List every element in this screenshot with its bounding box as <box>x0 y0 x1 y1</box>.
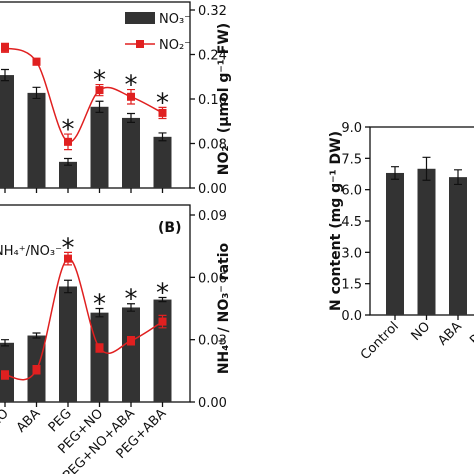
y-tick-label: 0.03 <box>198 334 227 349</box>
bar <box>90 106 109 188</box>
error-bar <box>454 169 462 186</box>
point <box>32 365 41 374</box>
annotation: * <box>62 115 75 145</box>
point <box>95 343 104 352</box>
y-tick-label: 3.0 <box>341 246 362 261</box>
x-tick-label: Control <box>358 319 402 363</box>
error-bar <box>127 303 135 312</box>
error-bar <box>95 307 104 318</box>
point <box>64 254 72 263</box>
error-bar <box>391 166 399 180</box>
y-tick-label: 0.08 <box>198 138 227 153</box>
y-axis-label: NO₂⁻ (μmol g⁻¹ FW) <box>216 23 232 175</box>
error-bar <box>127 112 135 123</box>
y-tick-label: 0.09 <box>198 209 227 224</box>
point <box>1 370 9 379</box>
x-tick-label: NO <box>409 319 434 344</box>
y-tick-label: 6.0 <box>341 184 362 199</box>
annotation: * <box>156 88 169 118</box>
error-bar <box>422 156 431 181</box>
bar <box>27 92 46 188</box>
y-tick-label: 0.00 <box>198 396 227 411</box>
legend-swatch <box>125 12 155 24</box>
bar <box>90 312 109 402</box>
y-tick-label: 7.5 <box>341 152 362 167</box>
y-tick-label: 0.16 <box>198 93 227 108</box>
y-tick-label: 9.0 <box>341 121 362 136</box>
point <box>95 86 104 95</box>
bar <box>122 307 140 402</box>
error-bar <box>158 296 167 303</box>
annotation: * <box>93 66 106 96</box>
y-tick-label: 0.06 <box>198 271 227 286</box>
error-bar <box>64 279 72 294</box>
annotation: * <box>62 233 75 263</box>
point <box>1 43 9 52</box>
bar <box>59 286 77 402</box>
annotation: * <box>156 278 169 308</box>
point <box>158 108 167 117</box>
point <box>127 336 135 345</box>
legend-label: NO₃⁻ <box>159 12 191 27</box>
y-axis-label: N content (mg g⁻¹ DW) <box>328 131 344 311</box>
legend-marker <box>136 40 144 48</box>
annotation: * <box>125 285 138 315</box>
annotation: * <box>125 71 138 101</box>
y-tick-label: 0.0 <box>341 309 362 324</box>
y-tick-label: 0.32 <box>198 4 227 19</box>
point <box>64 137 72 146</box>
bar <box>417 168 436 315</box>
annotation: * <box>93 290 106 320</box>
point <box>32 57 41 66</box>
error-bar <box>95 100 104 113</box>
y-tick-label: 4.5 <box>341 215 362 230</box>
point <box>158 317 167 326</box>
y-axis-label: NH₄⁺ / NO₃⁻ ratio <box>216 242 232 374</box>
error-bar <box>158 132 167 142</box>
legend-label: NO₂⁻ <box>159 38 191 53</box>
panel-label: (B) <box>158 220 181 236</box>
x-tick-label: ABA <box>435 319 465 349</box>
x-tick-label: PEG <box>467 319 474 348</box>
x-tick-label: ABA <box>14 406 44 436</box>
y-tick-label: 0.24 <box>198 49 227 64</box>
bar <box>0 75 14 188</box>
error-bar <box>32 86 41 100</box>
y-tick-label: 0.00 <box>198 182 227 197</box>
point <box>127 92 135 101</box>
bar <box>449 177 467 315</box>
legend-label: NH₄⁺/NO₃⁻ <box>0 244 62 259</box>
error-bar <box>32 332 41 339</box>
error-bar <box>1 339 9 347</box>
y-tick-label: 1.5 <box>341 278 362 293</box>
error-bar <box>1 68 9 82</box>
x-tick-label: NO <box>0 406 12 431</box>
error-bar <box>64 157 72 166</box>
bar <box>59 161 77 188</box>
bar <box>153 136 172 188</box>
bar <box>386 172 404 315</box>
bar <box>122 117 140 188</box>
